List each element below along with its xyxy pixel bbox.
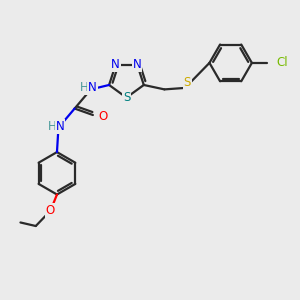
Text: S: S xyxy=(184,76,191,89)
Text: H: H xyxy=(80,81,89,94)
Text: N: N xyxy=(56,120,64,133)
Text: N: N xyxy=(111,58,120,71)
Text: O: O xyxy=(46,204,55,217)
Text: S: S xyxy=(123,91,130,104)
Text: Cl: Cl xyxy=(276,56,288,69)
Text: N: N xyxy=(88,81,97,94)
Text: H: H xyxy=(48,120,56,133)
Text: O: O xyxy=(99,110,108,123)
Text: N: N xyxy=(133,58,142,71)
